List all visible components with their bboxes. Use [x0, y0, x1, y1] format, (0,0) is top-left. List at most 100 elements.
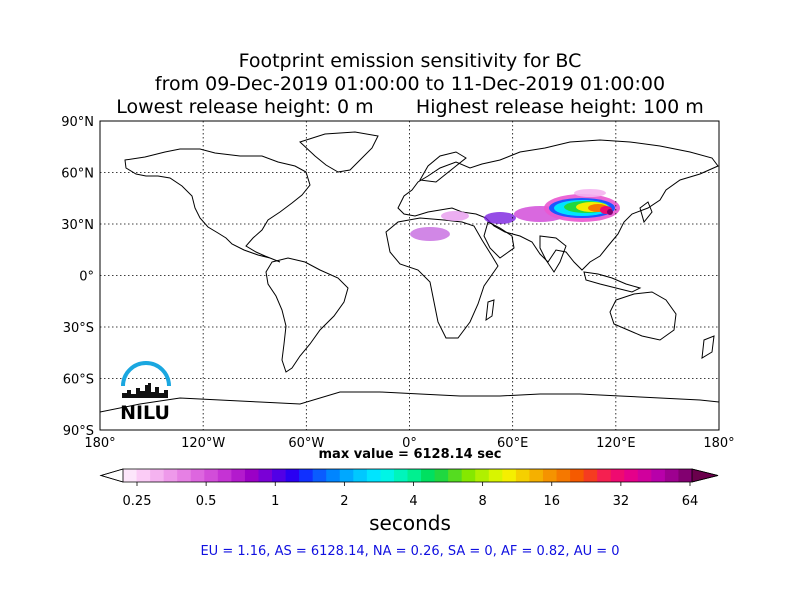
nilu-logo: NILU [120, 361, 171, 424]
colorbar-swatch [434, 469, 449, 482]
colorbar-max-arrow [691, 468, 719, 483]
longitude-label: 180° [84, 436, 115, 451]
latitude-label: 30°S [63, 321, 94, 336]
longitude-label: 120°E [596, 436, 636, 451]
colorbar-swatch [448, 469, 463, 482]
title-line-2: from 09-Dec-2019 01:00:00 to 11-Dec-2019… [154, 73, 666, 95]
colorbar-tick-label: 8 [478, 494, 486, 509]
colorbar-swatch [475, 469, 490, 482]
antarctica-coast [100, 391, 719, 413]
colorbar-swatch [150, 469, 165, 482]
colorbar-swatch [570, 469, 585, 482]
footprint-asia-peak [607, 209, 613, 215]
new-zealand-coast [701, 335, 715, 359]
north-america-coast [124, 148, 311, 263]
colorbar-tick-label: 16 [543, 494, 560, 509]
colorbar-swatch [637, 469, 652, 482]
colorbar-swatch [597, 469, 612, 482]
region-statistics: EU = 1.16, AS = 6128.14, NA = 0.26, SA =… [200, 544, 620, 559]
colorbar-swatch [502, 469, 517, 482]
nilu-logo-arc [121, 361, 171, 387]
colorbar-tick-label: 64 [682, 494, 699, 509]
longitude-label: 60°E [497, 436, 528, 451]
scandinavia-coast [419, 151, 467, 183]
max-value-label: max value = 6128.14 sec [318, 447, 502, 462]
colorbar-swatch [272, 469, 286, 482]
arabia-coast [483, 221, 515, 259]
graticule [100, 121, 719, 430]
colorbar-swatch [624, 469, 639, 482]
south-america-coast [265, 257, 349, 373]
latitude-label: 30°N [61, 218, 94, 233]
footprint-middle-east [484, 212, 516, 224]
colorbar-swatch [244, 469, 259, 482]
india-coast [539, 235, 567, 273]
colorbar-swatch [258, 469, 273, 482]
colorbar-swatch [488, 469, 503, 482]
nilu-logo-wordmark: NILU [120, 402, 170, 424]
latitude-label: 90°N [61, 115, 94, 130]
colorbar-swatch [380, 469, 395, 482]
colorbar-swatch [136, 469, 151, 482]
latitude-labels: 90°N 60°N 30°N 0° 30°S 60°S 90°S [61, 115, 94, 439]
colorbar-swatch [204, 469, 219, 482]
colorbar-swatch [678, 469, 693, 482]
colorbar-swatch [529, 469, 544, 482]
longitude-label: 180° [703, 436, 734, 451]
colorbar-swatch [177, 469, 192, 482]
map-frame [99, 120, 720, 431]
colorbar-tick-label: 0.25 [123, 494, 152, 509]
longitude-label: 120°W [181, 436, 225, 451]
colorbar-tick-label: 32 [613, 494, 630, 509]
colorbar-tick-label: 0.5 [196, 494, 217, 509]
colorbar-swatch [421, 469, 435, 482]
colorbar-swatch [123, 469, 137, 482]
madagascar-coast [485, 299, 495, 322]
colorbar-swatch [651, 469, 666, 482]
colorbar-swatch [583, 469, 598, 482]
longitude-labels: 180° 120°W 60°W 0° 60°E 120°E 180° [84, 436, 734, 451]
colorbar-swatch [339, 469, 354, 482]
colorbar-units-label: seconds [369, 511, 451, 535]
colorbar-swatch [366, 469, 381, 482]
colorbar-swatch [285, 469, 300, 482]
colorbar-swatch [542, 469, 557, 482]
colorbar-outline [99, 468, 719, 483]
colorbar-swatch [461, 469, 476, 482]
colorbar-swatch [190, 469, 205, 482]
colorbar-swatch [326, 469, 341, 482]
colorbar-swatch [610, 469, 625, 482]
greenland-coast [299, 131, 379, 173]
latitude-label: 60°N [61, 167, 94, 182]
latitude-label: 0° [79, 270, 94, 285]
colorbar [99, 468, 719, 483]
footprint-siberia-low [574, 189, 606, 197]
title-line-3: Lowest release height: 0 m Highest relea… [116, 96, 704, 118]
colorbar-swatch [312, 469, 327, 482]
colorbar-tick-label: 1 [271, 494, 279, 509]
latitude-label: 60°S [63, 373, 94, 388]
colorbar-swatch [407, 469, 422, 482]
colorbar-swatch [163, 469, 178, 482]
colorbar-tick-labels: 0.25 0.5 1 2 4 8 16 32 64 [123, 482, 699, 509]
colorbar-swatch [353, 469, 368, 482]
colorbar-swatch [664, 469, 679, 482]
colorbar-swatch [217, 469, 232, 482]
longitude-label: 0° [402, 436, 417, 451]
colorbar-swatch [393, 469, 408, 482]
footprint-mediterranean-low [441, 211, 469, 221]
colorbar-swatch [556, 469, 571, 482]
longitude-label: 60°W [288, 436, 324, 451]
indonesia-coast [583, 271, 642, 293]
colorbar-swatch [231, 469, 246, 482]
australia-coast [609, 291, 677, 341]
japan-coast [639, 201, 653, 224]
nilu-logo-skyline [122, 383, 168, 398]
footprint-sensitivity-field [410, 189, 620, 241]
colorbar-tick-label: 4 [409, 494, 417, 509]
colorbar-tick-label: 2 [340, 494, 348, 509]
title-line-1: Footprint emission sensitivity for BC [238, 50, 582, 72]
colorbar-min-arrow [99, 468, 124, 483]
colorbar-swatch [299, 469, 314, 482]
